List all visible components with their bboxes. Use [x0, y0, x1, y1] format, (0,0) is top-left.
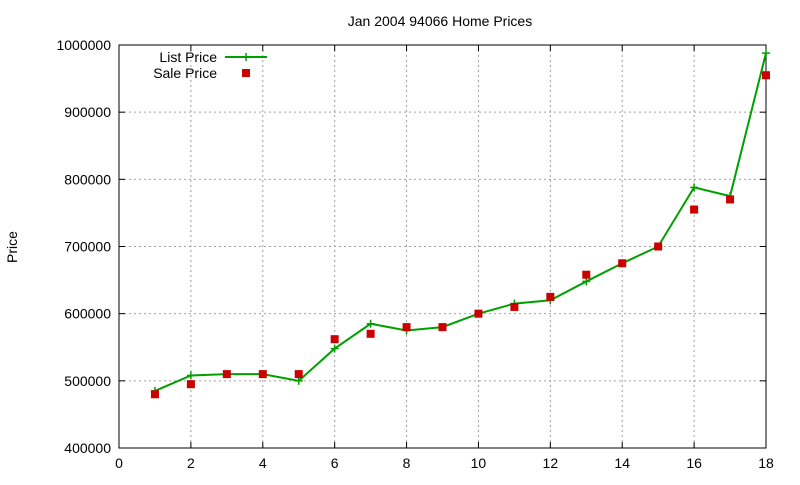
- list-price-point: [762, 49, 770, 58]
- sale-price-point: [654, 242, 663, 251]
- sale-price-point: [150, 390, 159, 399]
- x-tick-label: 18: [758, 455, 774, 471]
- list-price-point: [690, 183, 699, 192]
- y-tick-label: 600000: [64, 306, 111, 322]
- grid-layer: [119, 45, 766, 448]
- plot-frame: [118, 44, 767, 449]
- legend-label: Sale Price: [153, 65, 217, 81]
- legend-plus-marker: [242, 53, 250, 61]
- list-price-point: [186, 371, 195, 380]
- axis-layer: 400000 500000 600000 700000 800000 900000 1000…: [56, 37, 774, 471]
- sale-price-point: [294, 370, 303, 379]
- y-tick-label: 800000: [64, 171, 111, 187]
- x-tick-label: 2: [187, 455, 195, 471]
- x-tick-label: 12: [543, 455, 559, 471]
- sale-price-point: [582, 270, 591, 279]
- y-tick-label: 500000: [64, 373, 111, 389]
- sale-price-point: [762, 71, 770, 80]
- sale-price-point: [258, 370, 267, 379]
- sale-price-point: [726, 195, 735, 204]
- list-price-point: [330, 344, 339, 353]
- sale-price-point: [186, 380, 195, 389]
- x-tick-label: 14: [614, 455, 630, 471]
- sale-price-point: [402, 323, 411, 332]
- sale-price-point: [474, 309, 483, 318]
- x-tick-label: 8: [403, 455, 411, 471]
- list-price-point: [366, 319, 375, 328]
- x-tick-label: 6: [331, 455, 339, 471]
- list-price-line: [154, 52, 767, 392]
- x-tick-label: 0: [115, 455, 123, 471]
- list-price-point: [582, 277, 591, 286]
- x-tick-label: 16: [686, 455, 702, 471]
- sale-price-point: [366, 329, 375, 338]
- y-tick-label: 1000000: [56, 37, 111, 53]
- y-tick-label: 400000: [64, 440, 111, 456]
- y-axis-label: Price: [4, 231, 20, 263]
- sale-price-point: [690, 205, 699, 214]
- x-tick-label: 4: [259, 455, 267, 471]
- sale-price-point: [546, 292, 555, 301]
- sale-price-point: [618, 259, 627, 268]
- chart-title: Jan 2004 94066 Home Prices: [348, 13, 532, 29]
- sale-price-point: [330, 335, 339, 344]
- legend-square-marker: [242, 69, 250, 77]
- x-tick-label: 10: [471, 455, 487, 471]
- y-tick-label: 700000: [64, 239, 111, 255]
- list-price-point: [294, 376, 303, 385]
- sale-price-point: [510, 302, 519, 311]
- sale-price-point: [222, 370, 231, 379]
- series-layer: [150, 49, 770, 399]
- y-tick-label: 900000: [64, 104, 111, 120]
- sale-price-point: [438, 323, 447, 332]
- legend-label: List Price: [159, 49, 217, 65]
